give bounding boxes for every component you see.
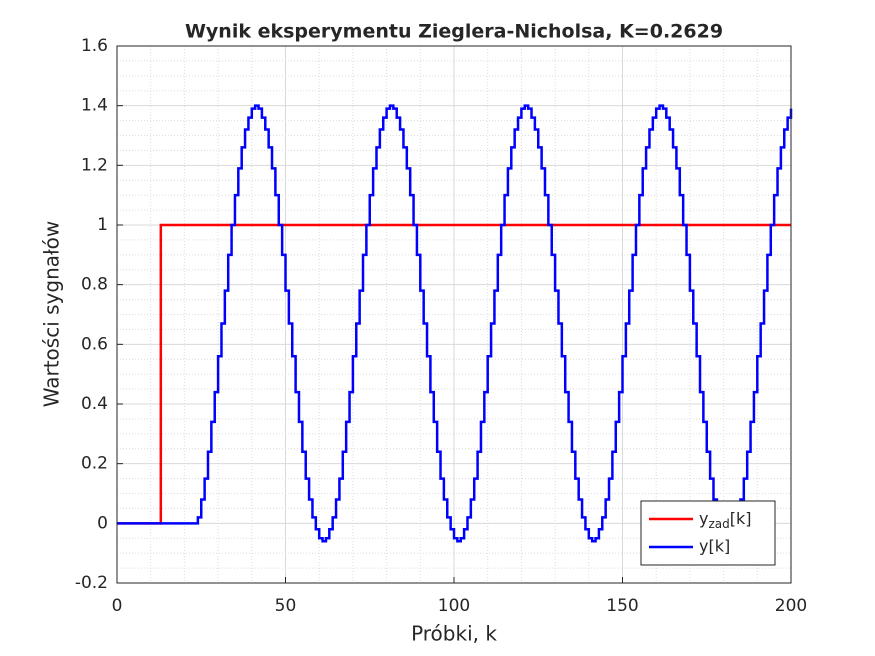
x-tick-label: 0 [112, 596, 123, 616]
y-tick-label: 0 [97, 513, 108, 533]
legend-label: yzad[k] [699, 509, 752, 531]
chart-title: Wynik eksperymentu Zieglera-Nicholsa, K=… [185, 21, 723, 43]
y-tick-label: 1 [97, 215, 108, 235]
line-series [117, 104, 793, 543]
x-tick-label: 150 [606, 596, 638, 616]
y-tick-label: 1.6 [81, 36, 108, 56]
y-tick-label: 0.4 [81, 394, 108, 414]
x-axis-label: Próbki, k [411, 622, 497, 646]
x-tick-label: 200 [775, 596, 807, 616]
y-tick-label: 0.2 [81, 454, 108, 474]
y-tick-label: 1.2 [81, 155, 108, 175]
y-tick-label: 0.8 [81, 275, 108, 295]
y-tick-label: 0.6 [81, 334, 108, 354]
legend-label: y[k] [699, 537, 730, 556]
legend: yzad[k] y[k] [640, 500, 776, 566]
legend-box [640, 500, 776, 566]
x-tick-label: 100 [438, 596, 470, 616]
y-axis-label: Wartości sygnałów [40, 221, 64, 408]
y-tick-label: -0.2 [75, 573, 108, 593]
x-tick-label: 50 [275, 596, 297, 616]
axes-box [116, 45, 792, 584]
line-series [117, 223, 791, 525]
y-tick-label: 1.4 [81, 96, 108, 116]
